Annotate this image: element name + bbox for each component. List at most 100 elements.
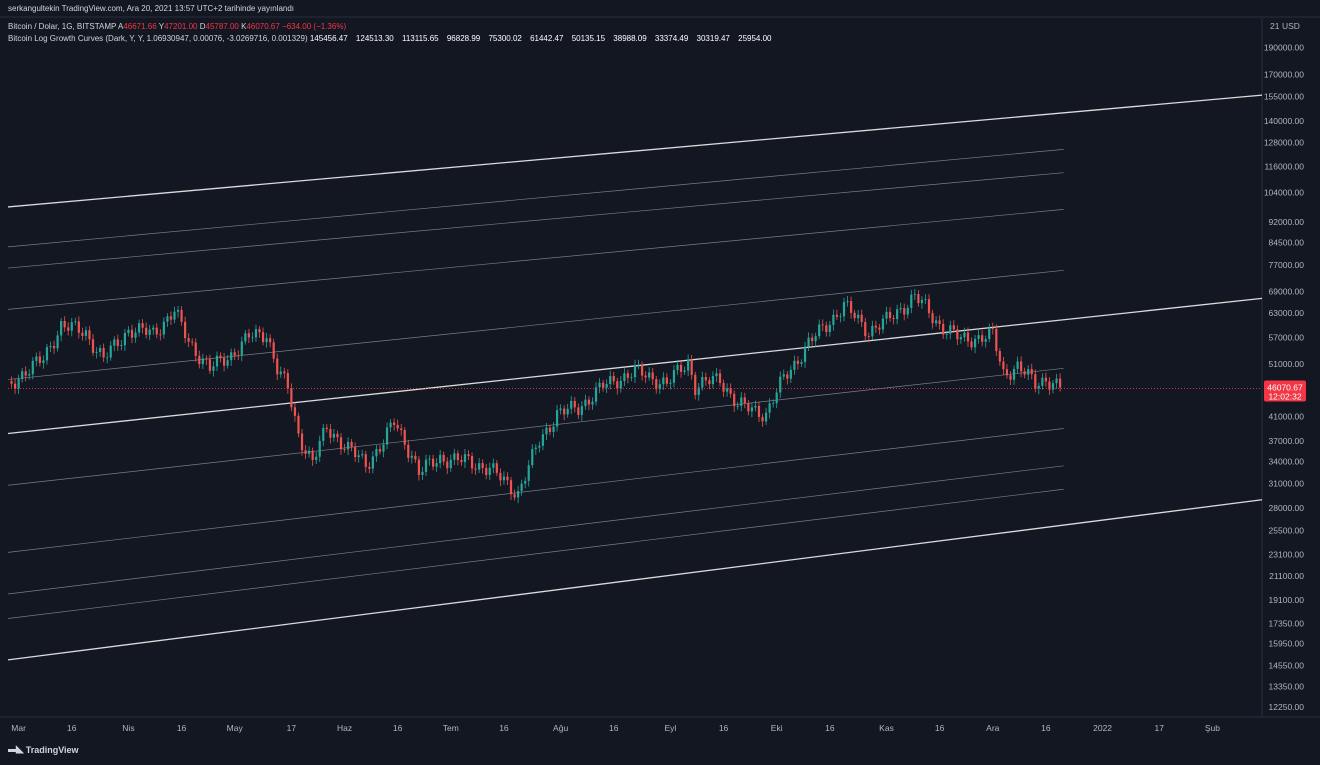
price-tick-label: 19100.00 xyxy=(1269,595,1305,605)
candle-body xyxy=(31,360,34,375)
candle-body xyxy=(276,358,279,375)
candle-body xyxy=(24,371,27,376)
candle-body xyxy=(984,339,987,342)
price-tick-label: 69000.00 xyxy=(1269,286,1305,296)
candle-body xyxy=(52,346,56,349)
candle-body xyxy=(991,327,994,329)
time-tick-label: 16 xyxy=(177,723,187,733)
candle-body xyxy=(350,441,353,447)
candle-body xyxy=(945,333,948,335)
candle-body xyxy=(630,377,633,378)
indicator-value: 145456.47 xyxy=(309,34,348,43)
candle-body xyxy=(768,403,771,413)
price-tick-label: 116000.00 xyxy=(1264,161,1304,171)
candle-body xyxy=(499,472,502,481)
candle-body xyxy=(70,322,73,331)
candle-body xyxy=(640,364,644,376)
candle-body xyxy=(269,338,272,343)
time-tick-label: 16 xyxy=(825,723,835,733)
ohlc-high-label: Y xyxy=(158,22,165,31)
candle-body xyxy=(113,339,116,346)
candle-body xyxy=(137,323,141,333)
candle-body xyxy=(988,327,991,340)
price-tick-label: 12250.00 xyxy=(1269,702,1305,712)
ohlc-close: 46070.67 xyxy=(246,22,280,31)
candle-body xyxy=(541,434,544,446)
candle-body xyxy=(577,407,580,415)
price-tick-label: 140000.00 xyxy=(1264,116,1304,126)
candle-body xyxy=(637,364,640,366)
candle-body xyxy=(194,342,197,356)
price-tick-label: 155000.00 xyxy=(1264,92,1304,102)
candle-body xyxy=(99,347,102,352)
candle-body xyxy=(938,320,941,324)
candle-body xyxy=(906,307,909,315)
candle-body xyxy=(920,299,924,304)
candle-body xyxy=(343,449,346,451)
candle-body xyxy=(616,381,619,389)
candle-body xyxy=(775,392,778,404)
candle-body xyxy=(91,339,95,353)
time-tick-label: 17 xyxy=(1155,723,1165,733)
candle-body xyxy=(977,335,980,339)
ohlc-close-label: K xyxy=(241,22,247,31)
candle-body xyxy=(747,402,750,412)
symbol-legend[interactable]: Bitcoin / Dolar, 1G, BITSTAMP A46671.66 … xyxy=(8,22,346,31)
candle-body xyxy=(998,351,1001,362)
candle-body xyxy=(67,327,70,331)
candle-body xyxy=(393,422,396,425)
candle-body xyxy=(520,483,523,492)
candle-body xyxy=(212,366,215,371)
candle-body xyxy=(1016,361,1019,369)
price-axis[interactable]: 190000.00 170000.00 155000.00 140000.00 1280… xyxy=(8,21,1306,712)
candle-body xyxy=(407,444,410,458)
time-axis[interactable]: Mar 16 Nis 16 May 17 Haz 16 Tem 16 Ağu 16 Eyl 16 Eki 16… xyxy=(11,723,1220,733)
candle-body xyxy=(559,408,562,411)
growth-curves-layer xyxy=(7,94,1263,661)
candle-body xyxy=(410,455,413,458)
candle-body xyxy=(672,370,676,383)
candle-body xyxy=(573,400,576,408)
candle-body xyxy=(818,324,821,337)
indicator-value: 61442.47 xyxy=(530,34,564,43)
candle-body xyxy=(339,437,343,450)
indicator-legend[interactable]: Bitcoin Log Growth Curves (Dark, Y, Y, 1… xyxy=(8,34,778,43)
tradingview-logo[interactable]: ▬◣ TradingView xyxy=(8,744,79,755)
candle-body xyxy=(290,388,293,408)
candle-body xyxy=(676,364,679,371)
candle-body xyxy=(704,376,707,381)
candle-body xyxy=(867,336,870,337)
price-tick-label: 104000.00 xyxy=(1264,188,1304,198)
candle-body xyxy=(215,355,219,367)
candle-body xyxy=(77,321,80,333)
candle-body xyxy=(1037,385,1040,389)
candle-body xyxy=(106,357,109,359)
candle-body xyxy=(609,376,612,385)
candle-body xyxy=(506,476,509,481)
candle-body xyxy=(233,352,236,356)
candle-body xyxy=(60,321,63,336)
growth-curve-2 xyxy=(7,149,1064,248)
growth-curve-10 xyxy=(7,488,1064,619)
time-tick-label: 16 xyxy=(609,723,619,733)
indicator-value: 33374.49 xyxy=(654,34,689,43)
ohlc-low-label: D xyxy=(199,22,206,31)
candle-body xyxy=(485,467,488,475)
candle-body xyxy=(701,376,704,388)
candle-body xyxy=(803,346,807,363)
candle-body xyxy=(591,401,594,405)
candle-body xyxy=(265,338,268,343)
candle-body xyxy=(109,345,112,358)
indicator-name: Bitcoin Log Growth Curves (Dark, Y, Y, 1… xyxy=(8,34,308,43)
candle-body xyxy=(973,338,977,348)
publish-line: serkangultekin TradingView.com, Ara 20, … xyxy=(8,4,295,13)
candle-body xyxy=(240,341,243,356)
candle-body xyxy=(800,362,803,364)
candle-body xyxy=(421,471,424,475)
candle-body xyxy=(396,424,399,429)
candle-body xyxy=(10,381,13,384)
price-tick-label: 128000.00 xyxy=(1264,138,1304,148)
candle-body xyxy=(552,426,555,432)
candle-body xyxy=(612,376,615,382)
